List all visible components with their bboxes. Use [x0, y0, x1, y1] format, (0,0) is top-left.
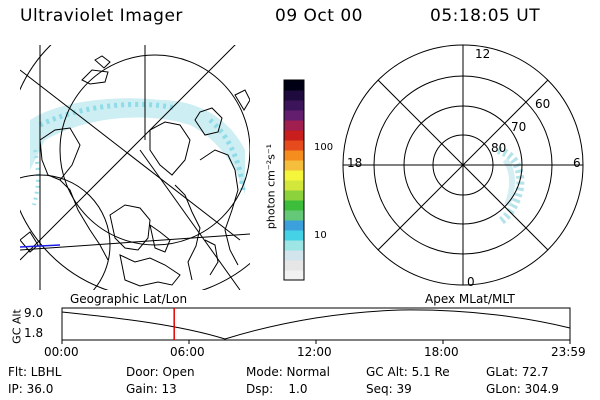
colorbar-swatch	[284, 100, 304, 111]
coastlines	[20, 55, 250, 287]
dsp-info: Dsp: 1.0	[246, 382, 308, 396]
mlt-label-18: 18	[347, 156, 363, 170]
colorbar-swatch	[284, 270, 304, 281]
app-title: Ultraviolet Imager	[20, 6, 183, 26]
altitude-xtick-4: 23:59	[551, 345, 586, 359]
colorbar-swatch	[284, 160, 304, 171]
colorbar-swatch	[284, 250, 304, 261]
seq-info: Seq: 39	[366, 382, 412, 396]
altitude-ytick-bottom: 1.8	[24, 326, 44, 340]
colorbar-swatch	[284, 240, 304, 251]
colorbar-tick-10: 10	[314, 230, 327, 241]
colorbar-tick-100: 100	[314, 142, 334, 153]
time-label: 05:18:05 UT	[430, 6, 541, 26]
mode-info: Mode: Normal	[246, 365, 330, 379]
geographic-panel-label: Geographic Lat/Lon	[70, 292, 188, 306]
mlat-label-60: 60	[535, 97, 551, 111]
colorbar-swatch	[284, 80, 304, 91]
colorbar-swatch	[284, 210, 304, 221]
colorbar-swatch	[284, 260, 304, 271]
colorbar-swatch	[284, 170, 304, 181]
ip-info: IP: 36.0	[8, 382, 54, 396]
mlt-label-0: 0	[467, 275, 475, 289]
altitude-xtick-0: 00:00	[44, 345, 79, 359]
door-info: Door: Open	[126, 365, 195, 379]
glat-info: GLat: 72.7	[486, 365, 549, 379]
colorbar-swatch	[284, 230, 304, 241]
altitude-xtick-2: 12:00	[297, 345, 332, 359]
colorbar-swatch	[284, 90, 304, 101]
filter-info: Flt: LBHL	[8, 365, 62, 379]
colorbar-swatch	[284, 180, 304, 191]
gain-info: Gain: 13	[126, 382, 177, 396]
colorbar-swatch	[284, 150, 304, 161]
colorbar-swatch	[284, 200, 304, 211]
colorbar-swatch	[284, 190, 304, 201]
colorbar-swatch	[284, 130, 304, 141]
aurora-emission-polar	[496, 146, 525, 226]
colorbar-swatch	[284, 140, 304, 151]
altitude-ytick-top: 9.0	[24, 306, 44, 320]
colorbar-swatch	[284, 110, 304, 121]
altitude-xtick-1: 06:00	[170, 345, 205, 359]
aurora-emission-geo	[30, 98, 246, 206]
apex-panel-label: Apex MLat/MLT	[425, 292, 515, 306]
colorbar	[283, 79, 305, 281]
date-label: 09 Oct 00	[275, 6, 363, 26]
colorbar-swatch	[284, 120, 304, 131]
mlt-label-12: 12	[475, 47, 491, 61]
gc-alt-info: GC Alt: 5.1 Re	[366, 365, 450, 379]
mlat-label-70: 70	[511, 120, 527, 134]
lat-lon-grid	[20, 45, 250, 290]
mlat-label-80: 80	[491, 141, 507, 155]
altitude-curve	[61, 309, 571, 340]
glon-info: GLon: 304.9	[486, 382, 559, 396]
mlt-label-6: 6	[573, 156, 581, 170]
terminator-line	[20, 244, 61, 248]
altitude-xtick-3: 18:00	[424, 345, 459, 359]
colorbar-swatch	[284, 220, 304, 231]
